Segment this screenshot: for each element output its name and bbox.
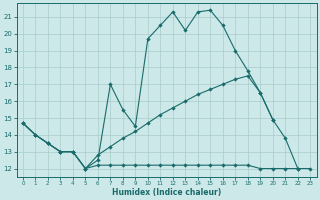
X-axis label: Humidex (Indice chaleur): Humidex (Indice chaleur) [112,188,221,197]
